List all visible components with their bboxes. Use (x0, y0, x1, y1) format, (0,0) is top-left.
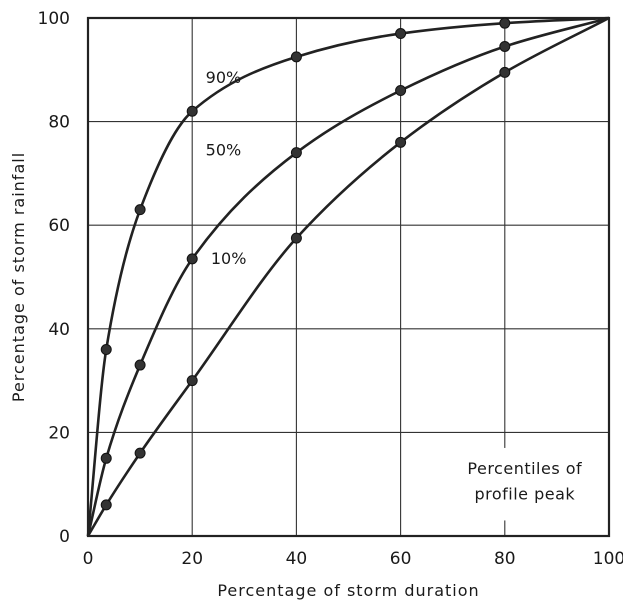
series-90-point-60 (395, 28, 407, 40)
grid (88, 18, 609, 536)
series-10-point-3.5 (100, 499, 112, 511)
x-tick-label-0: 0 (83, 549, 94, 569)
series-90-point-20 (186, 105, 198, 117)
series-50-point-80 (499, 40, 511, 52)
legend-title-line-1: Percentiles of (467, 459, 582, 478)
y-tick-label-40: 40 (48, 320, 70, 340)
series-50-label: 50% (206, 140, 242, 159)
legend-box: Percentiles of profile peak (414, 447, 605, 521)
series-50-point-10 (134, 359, 146, 371)
series-10-point-20 (186, 375, 198, 387)
y-axis-label: Percentage of storm rainfall (9, 152, 28, 402)
series-90-point-10 (134, 204, 146, 216)
y-tick-label-20: 20 (48, 423, 70, 443)
x-tick-label-60: 60 (390, 549, 412, 569)
series-90-point-3.5 (100, 344, 112, 356)
series-50-line (86, 16, 610, 537)
series-90-label: 90% (206, 68, 242, 87)
legend-title-line-2: profile peak (474, 485, 575, 504)
tick-labels: 0 20 40 60 80 100 0 20 40 60 80 100 (38, 9, 623, 569)
curves: 90% 50% 10% (86, 16, 610, 537)
x-tick-label-40: 40 (286, 549, 308, 569)
series-50-group (86, 16, 610, 537)
series-10-group (86, 16, 610, 537)
x-axis-label: Percentage of storm duration (217, 581, 479, 600)
x-tick-label-20: 20 (181, 549, 203, 569)
series-10-point-10 (134, 447, 146, 459)
series-10-point-40 (290, 232, 302, 244)
y-tick-label-80: 80 (48, 113, 70, 133)
series-10-point-60 (395, 136, 407, 148)
series-50-point-40 (290, 147, 302, 159)
legend-background (414, 447, 605, 521)
series-50-point-3.5 (100, 452, 112, 464)
series-10-label: 10% (211, 249, 247, 268)
series-90-point-40 (290, 51, 302, 63)
series-50-point-20 (186, 253, 198, 265)
series-10-point-80 (499, 66, 511, 78)
y-tick-label-60: 60 (48, 216, 70, 236)
series-10-line (86, 16, 610, 537)
x-tick-label-100: 100 (593, 549, 623, 569)
y-tick-label-100: 100 (38, 9, 70, 29)
plot-frame (86, 16, 611, 538)
x-tick-label-80: 80 (494, 549, 516, 569)
series-90-point-80 (499, 17, 511, 29)
y-tick-label-0: 0 (59, 527, 70, 547)
series-50-point-60 (395, 85, 407, 97)
series-90-group (86, 16, 610, 537)
